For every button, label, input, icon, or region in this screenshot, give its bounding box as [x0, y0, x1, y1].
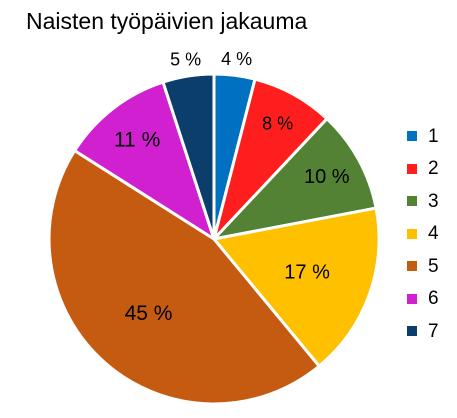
legend-label: 6 [428, 288, 439, 310]
legend-swatch [407, 131, 417, 142]
legend-item-3: 3 [407, 185, 439, 218]
legend-label: 5 [428, 255, 439, 277]
legend-swatch [407, 293, 417, 304]
data-label-5: 45 % [125, 302, 173, 325]
legend-item-7: 7 [407, 315, 439, 348]
data-label-4: 17 % [284, 262, 330, 284]
chart-title: Naisten työpäivien jakauma [26, 8, 308, 34]
legend-item-5: 5 [407, 250, 439, 283]
legend-swatch [407, 163, 417, 174]
legend-label: 4 [428, 223, 439, 245]
pie-slice-3 [212, 117, 378, 241]
data-label-7: 5 % [170, 50, 201, 70]
data-label-3: 10 % [304, 166, 350, 188]
legend-swatch [407, 196, 417, 207]
data-label-2: 8 % [262, 113, 293, 133]
pie-slices [47, 72, 381, 406]
pie-slice-6 [73, 80, 216, 241]
legend-label: 1 [428, 125, 439, 147]
legend-item-1: 1 [407, 120, 439, 153]
legend-label: 2 [428, 158, 439, 180]
legend-swatch [407, 228, 417, 239]
legend-item-4: 4 [407, 218, 439, 251]
pie-slice-7 [161, 72, 216, 241]
legend-swatch [407, 261, 417, 272]
legend-label: 3 [428, 190, 439, 212]
legend-item-2: 2 [407, 153, 439, 186]
legend-label: 7 [428, 320, 439, 342]
pie-slice-4 [212, 206, 381, 368]
legend-item-6: 6 [407, 283, 439, 316]
legend: 1 2 3 4 5 6 7 [407, 120, 439, 348]
pie-data-labels: 4 % 8 % 10 % 17 % 45 % 11 % 5 % [114, 49, 350, 325]
data-label-1: 4 % [221, 49, 252, 69]
data-label-6: 11 % [114, 128, 160, 151]
legend-swatch [407, 326, 417, 337]
pie-slice-5 [47, 149, 321, 406]
